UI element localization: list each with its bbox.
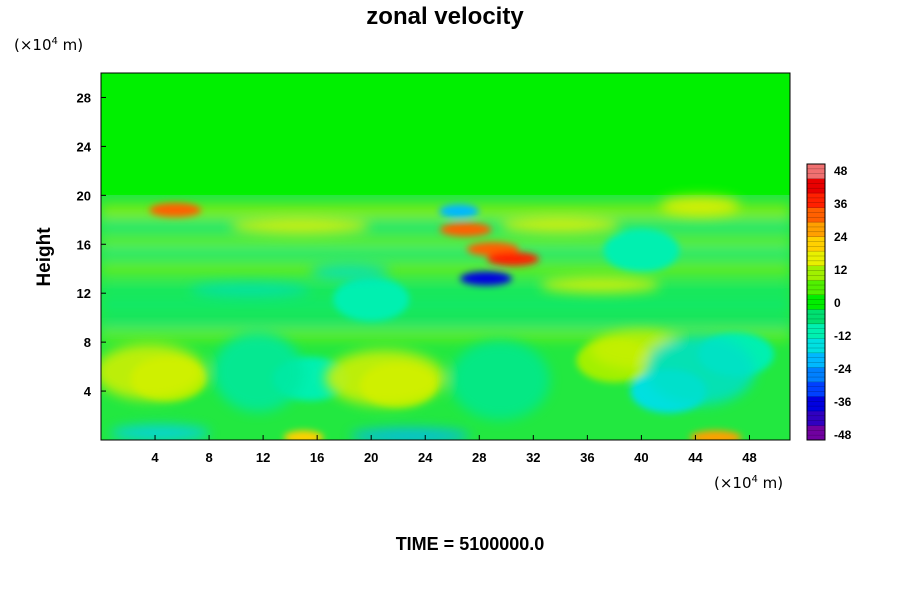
- x-tick-label: 12: [256, 450, 270, 465]
- velocity-feature-14: [333, 277, 410, 322]
- colorbar-swatch: [807, 193, 825, 208]
- velocity-feature-5: [439, 204, 480, 219]
- y-tick-label: 28: [77, 90, 91, 105]
- plot-frame: [100, 72, 791, 441]
- chart-title: zonal velocity: [366, 3, 524, 30]
- colorbar-tick-label: -12: [834, 329, 852, 343]
- x-tick-label: 8: [205, 450, 212, 465]
- colorbar-swatch: [807, 425, 825, 441]
- colorbar-swatch: [807, 222, 825, 237]
- velocity-feature-3: [487, 251, 540, 266]
- colorbar-tick-label: 36: [834, 197, 848, 211]
- colorbar-swatch: [807, 410, 825, 426]
- time-label: TIME = 5100000.0: [396, 534, 545, 554]
- colorbar-swatch: [807, 323, 825, 339]
- colorbar-swatch: [807, 207, 825, 223]
- colorbar-swatch: [807, 294, 825, 310]
- velocity-feature-6: [689, 430, 742, 440]
- upper-layer-field: [101, 73, 790, 195]
- x-tick-label: 16: [310, 450, 324, 465]
- colorbar-swatch: [807, 352, 825, 368]
- x-tick-label: 48: [742, 450, 756, 465]
- colorbar-tick-label: 24: [834, 230, 848, 244]
- velocity-feature-0: [149, 203, 202, 218]
- colorbar-tick-label: 12: [834, 263, 848, 277]
- y-axis-ticks: 4 8 12 16 20 24 28: [77, 90, 106, 399]
- velocity-feature-4: [460, 271, 513, 286]
- x-tick-label: 32: [526, 450, 540, 465]
- colorbar-tick-label: -36: [834, 395, 852, 409]
- colorbar-tick-label: -48: [834, 428, 852, 442]
- colorbar-swatch: [807, 381, 825, 397]
- colorbar-tick-label: 48: [834, 164, 848, 178]
- y-tick-label: 24: [77, 139, 92, 154]
- colorbar-swatch: [807, 265, 825, 281]
- x-tick-label: 40: [634, 450, 648, 465]
- x-tick-label: 36: [580, 450, 594, 465]
- y-tick-label: 4: [84, 384, 92, 399]
- y-tick-label: 12: [77, 286, 91, 301]
- velocity-feature-7: [283, 430, 324, 440]
- colorbar-ticks: 48 36 24 12 0 -12 -24 -36 -48: [834, 164, 852, 442]
- colorbar-swatch: [807, 280, 825, 296]
- colorbar-tick-label: 0: [834, 296, 841, 310]
- y-tick-label: 20: [77, 188, 91, 203]
- colorbar: [806, 163, 826, 441]
- y-tick-label: 8: [84, 335, 91, 350]
- y-axis-label: Height: [34, 227, 55, 287]
- x-tick-label: 4: [151, 450, 159, 465]
- heatmap-plot-area: [101, 73, 790, 440]
- colorbar-swatch: [807, 178, 825, 194]
- colorbar-swatch: [807, 236, 825, 252]
- velocity-feature-15: [603, 228, 680, 273]
- x-tick-label: 44: [688, 450, 703, 465]
- colorbar-swatch: [807, 251, 825, 266]
- colorbar-swatch: [807, 164, 825, 179]
- colorbar-swatch: [807, 367, 825, 383]
- x-axis-ticks: 4 8 12 16 20 24 28 32 36 40 44 48: [151, 435, 757, 465]
- x-axis-unit: (×104 m): [714, 474, 783, 492]
- colorbar-tick-label: -24: [834, 362, 852, 376]
- colorbar-swatch: [807, 309, 825, 325]
- x-tick-label: 28: [472, 450, 486, 465]
- colorbar-swatch: [807, 396, 825, 412]
- colorbar-frame: [806, 163, 826, 441]
- x-tick-label: 24: [418, 450, 433, 465]
- y-axis-unit: (×104 m): [14, 36, 83, 54]
- colorbar-swatch: [807, 338, 825, 354]
- velocity-feature-1: [439, 222, 492, 237]
- y-tick-label: 16: [77, 237, 91, 252]
- x-tick-label: 20: [364, 450, 378, 465]
